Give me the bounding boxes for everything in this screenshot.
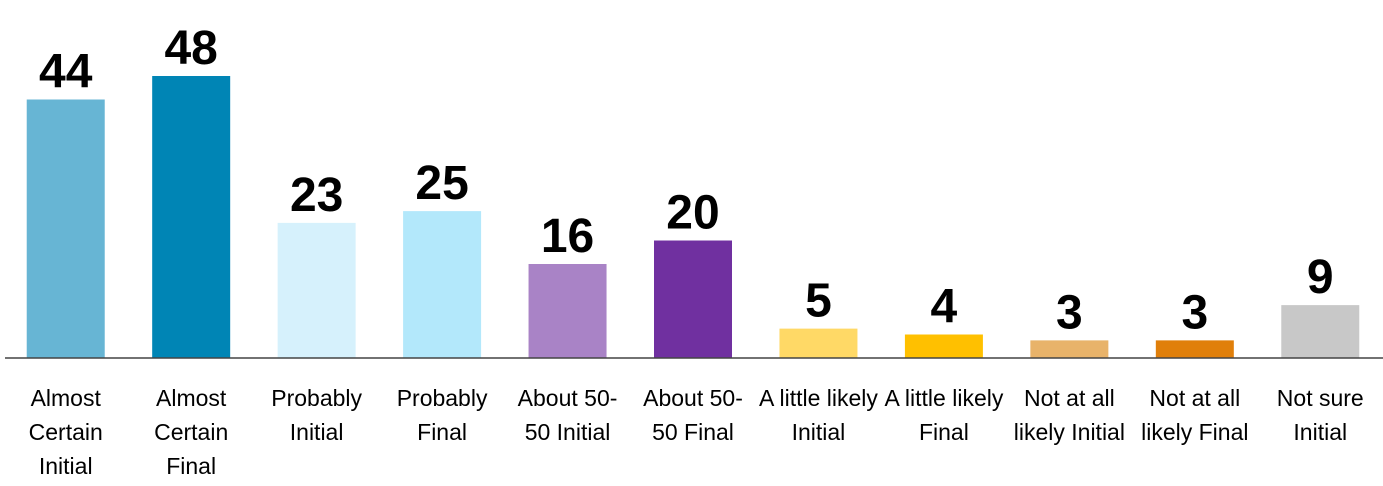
x-tick-label: A little likely Initial [759,385,878,445]
bar [1030,340,1109,358]
bar [904,334,983,358]
bar [26,99,105,358]
x-tick-label: About 50-50 Initial [517,385,618,445]
bar [528,264,607,358]
bar [152,76,231,358]
bar [779,328,858,358]
x-tick-label: About 50-50 Final [643,385,743,445]
data-label: 5 [805,275,832,328]
data-label: 4 [931,281,958,334]
data-label: 20 [666,187,719,240]
bar [403,211,482,358]
data-label: 25 [415,157,468,210]
data-label: 3 [1181,286,1208,339]
x-tick-label: Not at all likely Final [1141,385,1249,445]
data-label: 3 [1056,286,1083,339]
bar [1155,340,1234,358]
bar [277,222,356,358]
data-label: 23 [290,169,343,222]
x-tick-label: Almost Certain Final [154,385,229,479]
data-label: 48 [164,22,217,75]
x-tick-label: Not at all likely Initial [1013,385,1125,445]
x-tick-label: A little likely Final [884,385,1004,445]
data-label: 44 [39,46,93,99]
data-label: 16 [541,210,594,263]
data-label: 9 [1307,251,1334,304]
x-tick-label: Probably Initial [271,385,363,445]
x-tick-label: Almost Certain Initial [28,385,103,479]
bar [654,240,732,358]
bar [1281,305,1360,358]
x-tick-label: Probably Final [396,385,488,445]
x-tick-label: Not sure Initial [1276,385,1364,445]
